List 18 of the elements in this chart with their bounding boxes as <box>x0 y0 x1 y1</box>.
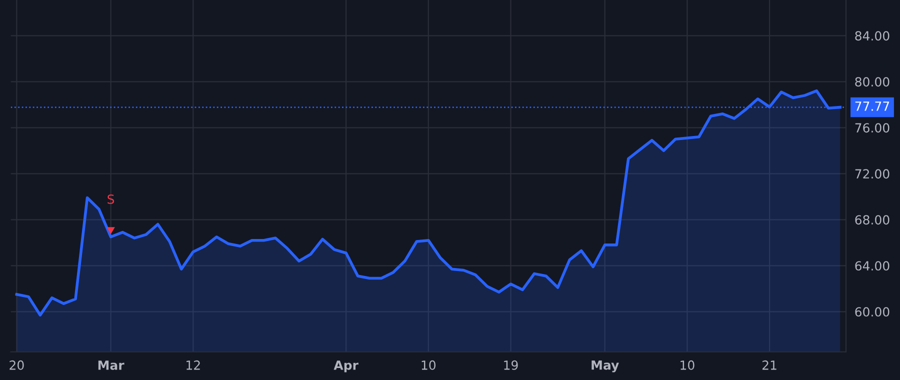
x-tick-label: 21 <box>762 360 776 370</box>
ref-line-label: 77.77 <box>855 102 890 111</box>
x-tick-label: 20 <box>10 360 24 370</box>
y-tick-label: 68.00 <box>855 215 890 225</box>
y-tick-label: 60.00 <box>855 307 890 317</box>
x-tick-label: Apr <box>334 360 358 372</box>
y-tick-label: 64.00 <box>855 261 890 271</box>
x-tick-label: 10 <box>422 360 436 370</box>
y-tick-label: 76.00 <box>855 123 890 133</box>
x-tick-label: 19 <box>504 360 518 370</box>
annotation: S <box>108 194 114 204</box>
x-tick-label: May <box>592 360 619 372</box>
y-tick-label: 84.00 <box>855 31 890 41</box>
y-tick-label: 80.00 <box>855 77 890 87</box>
x-tick-label: Mar <box>98 360 124 370</box>
x-tick-label: 10 <box>680 360 694 370</box>
y-tick-label: 72.00 <box>855 169 890 179</box>
x-tick-label: 12 <box>186 360 200 370</box>
